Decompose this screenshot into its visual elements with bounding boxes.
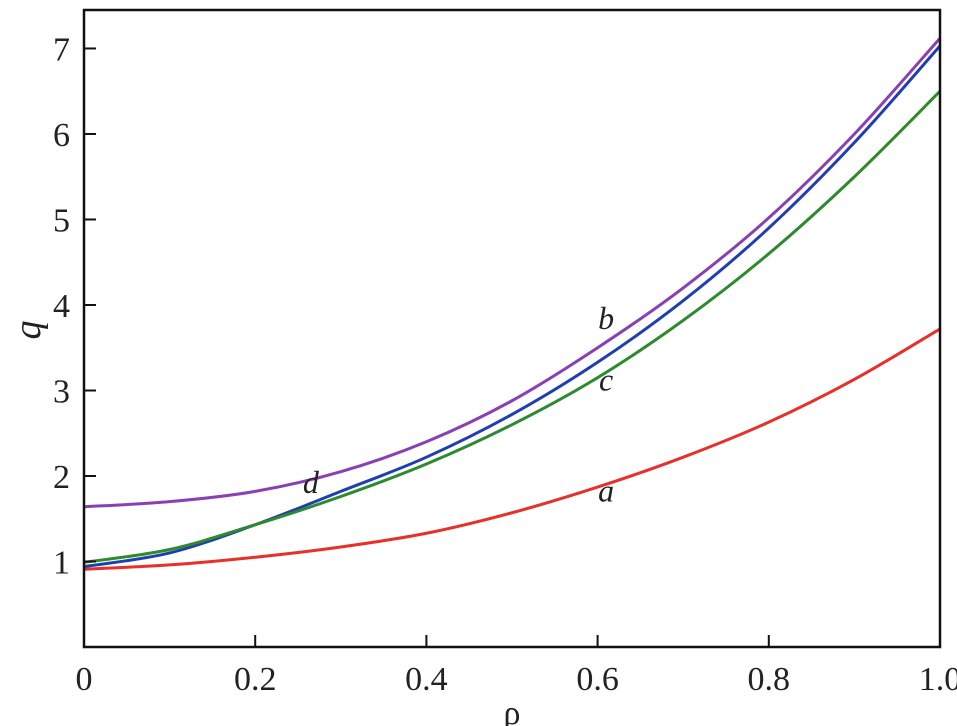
series-line-3 (83, 90, 942, 564)
y-tick-label: 7 (53, 31, 70, 68)
series-line-2 (83, 44, 942, 569)
y-tick-label: 4 (53, 288, 70, 325)
y-tick-label: 1 (53, 544, 70, 581)
curve-label-d: d (303, 464, 320, 500)
series-line-1 (83, 37, 942, 509)
series-line-0 (83, 327, 941, 571)
x-axis: 0 0.2 0.4 0.6 0.8 1.0 (76, 635, 957, 698)
curve-label-b: b (598, 300, 614, 336)
x-tick-label: 0.6 (576, 661, 619, 698)
x-tick-label: 1.0 (919, 661, 957, 698)
y-axis: 1 2 3 4 5 6 7 (53, 31, 96, 581)
series-group (83, 37, 942, 571)
x-axis-label: ρ (504, 695, 521, 726)
curve-label-c: c (599, 361, 613, 397)
y-axis-label: q (7, 321, 49, 340)
y-tick-label: 3 (53, 373, 70, 410)
y-tick-label: 6 (53, 117, 70, 154)
curve-label-a: a (598, 473, 614, 509)
x-tick-label: 0 (76, 661, 93, 698)
x-tick-label: 0.2 (234, 661, 277, 698)
x-tick-label: 0.8 (748, 661, 791, 698)
y-tick-label: 5 (53, 202, 70, 239)
plot-frame (82, 8, 942, 649)
x-tick-label: 0.4 (405, 661, 448, 698)
annotations: a bc d (303, 300, 614, 509)
y-tick-label: 2 (53, 459, 70, 496)
